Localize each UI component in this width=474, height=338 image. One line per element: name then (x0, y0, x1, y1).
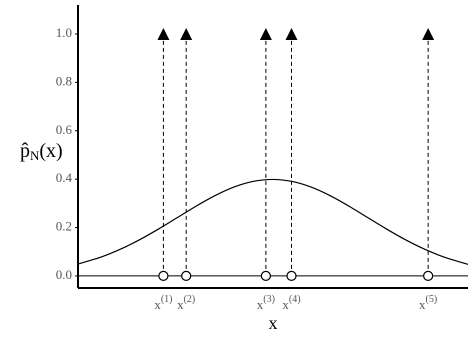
sample-label-sup: (5) (426, 294, 438, 305)
sample-point (286, 270, 297, 282)
sample-label: x(2) (177, 294, 195, 312)
y-tick-label: 0.0 (56, 267, 72, 282)
y-tick-label: 1.0 (56, 25, 72, 40)
sample-label: x(4) (282, 294, 300, 312)
sample-label-sup: (4) (289, 294, 301, 305)
dirac-arrow (285, 28, 298, 41)
y-label-base: p̂ (20, 140, 30, 162)
sample-label-base: x (282, 297, 289, 312)
sample-label-base: x (154, 297, 161, 312)
dirac-arrow (259, 28, 272, 41)
dirac-arrow (422, 28, 435, 41)
density-curve (77, 178, 469, 265)
sample-point (158, 270, 169, 282)
sample-label-sup: (3) (263, 294, 275, 305)
y-tick-label: 0.4 (56, 170, 73, 185)
y-label-sub: N (30, 148, 40, 163)
sample-label-sup: (1) (161, 294, 173, 305)
dirac-arrow (180, 28, 193, 41)
sample-label: x(3) (257, 294, 275, 312)
y-axis-label: p̂N(x) (20, 140, 63, 163)
sample-label-base: x (257, 297, 264, 312)
x-axis-label: x (269, 313, 278, 333)
sample-label: x(1) (154, 294, 172, 312)
sample-label-sup: (2) (184, 294, 196, 305)
sample-point (423, 270, 434, 282)
sample-point (181, 270, 192, 282)
y-tick-label: 0.8 (56, 73, 72, 88)
dirac-arrow (157, 28, 170, 41)
y-label-rest: (x) (39, 140, 62, 162)
y-tick-label: 0.6 (56, 122, 73, 137)
sample-label: x(5) (419, 294, 437, 312)
sample-label-base: x (177, 297, 184, 312)
sample-point (260, 270, 271, 282)
y-tick-label: 0.2 (56, 219, 72, 234)
sample-label-base: x (419, 297, 426, 312)
